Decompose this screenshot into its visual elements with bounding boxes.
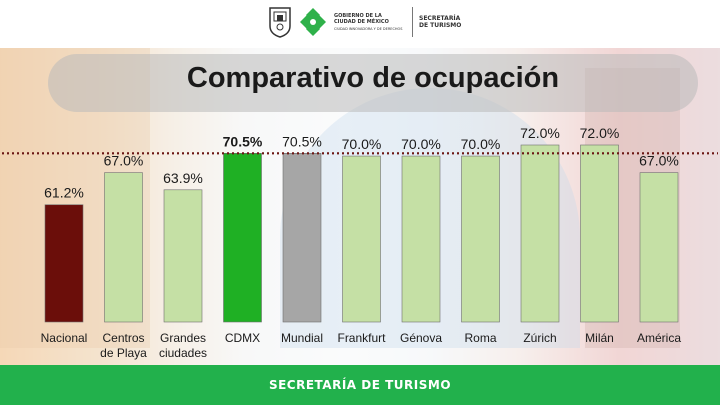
- bar-10: [639, 172, 679, 323]
- category-label-0: Nacional: [41, 331, 88, 345]
- header-bar: GOBIERNO DE LA CIUDAD DE MÉXICO CIUDAD I…: [0, 0, 720, 48]
- category-label-5: Frankfurt: [337, 331, 386, 345]
- bar-7: [461, 155, 500, 323]
- value-label-3: 70.5%: [223, 133, 263, 149]
- secretaria-text: SECRETARÍA DE TURISMO: [419, 15, 461, 29]
- bar-6: [401, 155, 441, 323]
- category-label-6: Génova: [400, 331, 442, 345]
- chart-title: Comparativo de ocupación: [186, 62, 560, 94]
- bar-5: [342, 155, 381, 323]
- value-label-10: 67.0%: [639, 153, 679, 169]
- value-label-1: 67.0%: [104, 153, 144, 169]
- bar-8: [520, 144, 560, 323]
- value-label-9: 72.0%: [580, 125, 620, 141]
- bar-2: [163, 189, 203, 323]
- cdmx-shield-icon: [269, 7, 291, 38]
- category-label-8: Zúrich: [523, 331, 556, 345]
- value-label-4: 70.5%: [282, 133, 322, 149]
- title-pill: [48, 54, 698, 112]
- bar-3: [223, 152, 262, 323]
- category-label-10: América: [637, 331, 681, 345]
- value-label-7: 70.0%: [461, 136, 501, 152]
- bar-1: [104, 172, 143, 323]
- category-label-2: Grandes ciudades: [159, 331, 207, 360]
- category-label-9: Milán: [585, 331, 614, 345]
- gob-line-3: CIUDAD INNOVADORA Y DE DERECHOS: [334, 26, 403, 31]
- gob-line-1: GOBIERNO DE LA: [334, 12, 382, 19]
- value-label-6: 70.0%: [401, 136, 441, 152]
- gob-line-2: CIUDAD DE MÉXICO: [334, 18, 389, 25]
- footer-text: SECRETARÍA DE TURISMO: [268, 378, 452, 392]
- category-label-3: CDMX: [225, 331, 260, 345]
- header-divider: [412, 7, 413, 37]
- category-label-1: Centros de Playa: [100, 331, 147, 360]
- sect-line-2: DE TURISMO: [419, 22, 462, 29]
- bar-4: [282, 152, 322, 323]
- logo-group: GOBIERNO DE LA CIUDAD DE MÉXICO CIUDAD I…: [268, 6, 461, 38]
- bar-0: [44, 204, 84, 323]
- gob-cdmx-text: GOBIERNO DE LA CIUDAD DE MÉXICO CIUDAD I…: [334, 13, 406, 32]
- category-label-4: Mundial: [281, 331, 323, 345]
- bar-9: [580, 144, 619, 323]
- value-label-2: 63.9%: [163, 170, 203, 186]
- category-label-7: Roma: [464, 331, 496, 345]
- sect-line-1: SECRETARÍA: [419, 15, 461, 22]
- value-label-0: 61.2%: [44, 185, 84, 201]
- cdmx-flower-logo-icon: [300, 8, 326, 36]
- value-label-5: 70.0%: [342, 136, 382, 152]
- footer-bar: SECRETARÍA DE TURISMO: [0, 365, 720, 405]
- value-label-8: 72.0%: [520, 125, 560, 141]
